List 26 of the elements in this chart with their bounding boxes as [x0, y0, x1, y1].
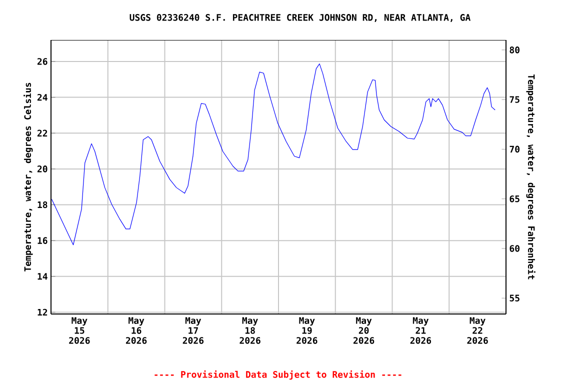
text: ---- Provisional Data Subject to Revision ---- — [154, 370, 402, 380]
y2-tick-label: 55 — [510, 294, 520, 302]
chart-title: USGS 02336240 S.F. PEACHTREE CREEK JOHNSON RD, NEAR ATLANTA, GA — [130, 14, 471, 22]
y-axis-title: Temperature, water, degrees Celsius — [24, 82, 33, 272]
y2-tick-label: 60 — [510, 245, 520, 252]
y-tick-label: 18 — [38, 201, 48, 208]
y2-tick-label: 70 — [510, 146, 520, 153]
y-tick-label: 14 — [38, 273, 48, 280]
y-tick-label: 22 — [37, 130, 48, 136]
y2-tick-label: 65 — [510, 195, 520, 202]
y2-axis-title: Temperature, water, degrees Fahrenheit — [526, 74, 536, 280]
x-tick-label: May 17 2026 — [182, 317, 204, 344]
x-tick-label: May 21 2026 — [410, 317, 432, 344]
y2-tick-label: 80 — [510, 46, 520, 54]
x-tick-label: May 20 2026 — [353, 317, 374, 344]
y-tick-label: 20 — [37, 166, 48, 172]
y-tick-label: 12 — [38, 308, 48, 316]
x-tick-label: May 16 2026 — [126, 317, 147, 344]
y-tick-label: 24 — [37, 94, 48, 101]
x-tick-label: May 15 2026 — [69, 317, 90, 344]
y-tick-label: 26 — [37, 58, 48, 65]
x-tick-label: May 22 2026 — [467, 317, 488, 344]
y-tick-label: 16 — [38, 237, 48, 244]
y2-tick-label: 75 — [510, 96, 520, 103]
x-tick-label: May 19 2026 — [296, 317, 318, 344]
x-tick-label: May 18 2026 — [240, 317, 260, 344]
